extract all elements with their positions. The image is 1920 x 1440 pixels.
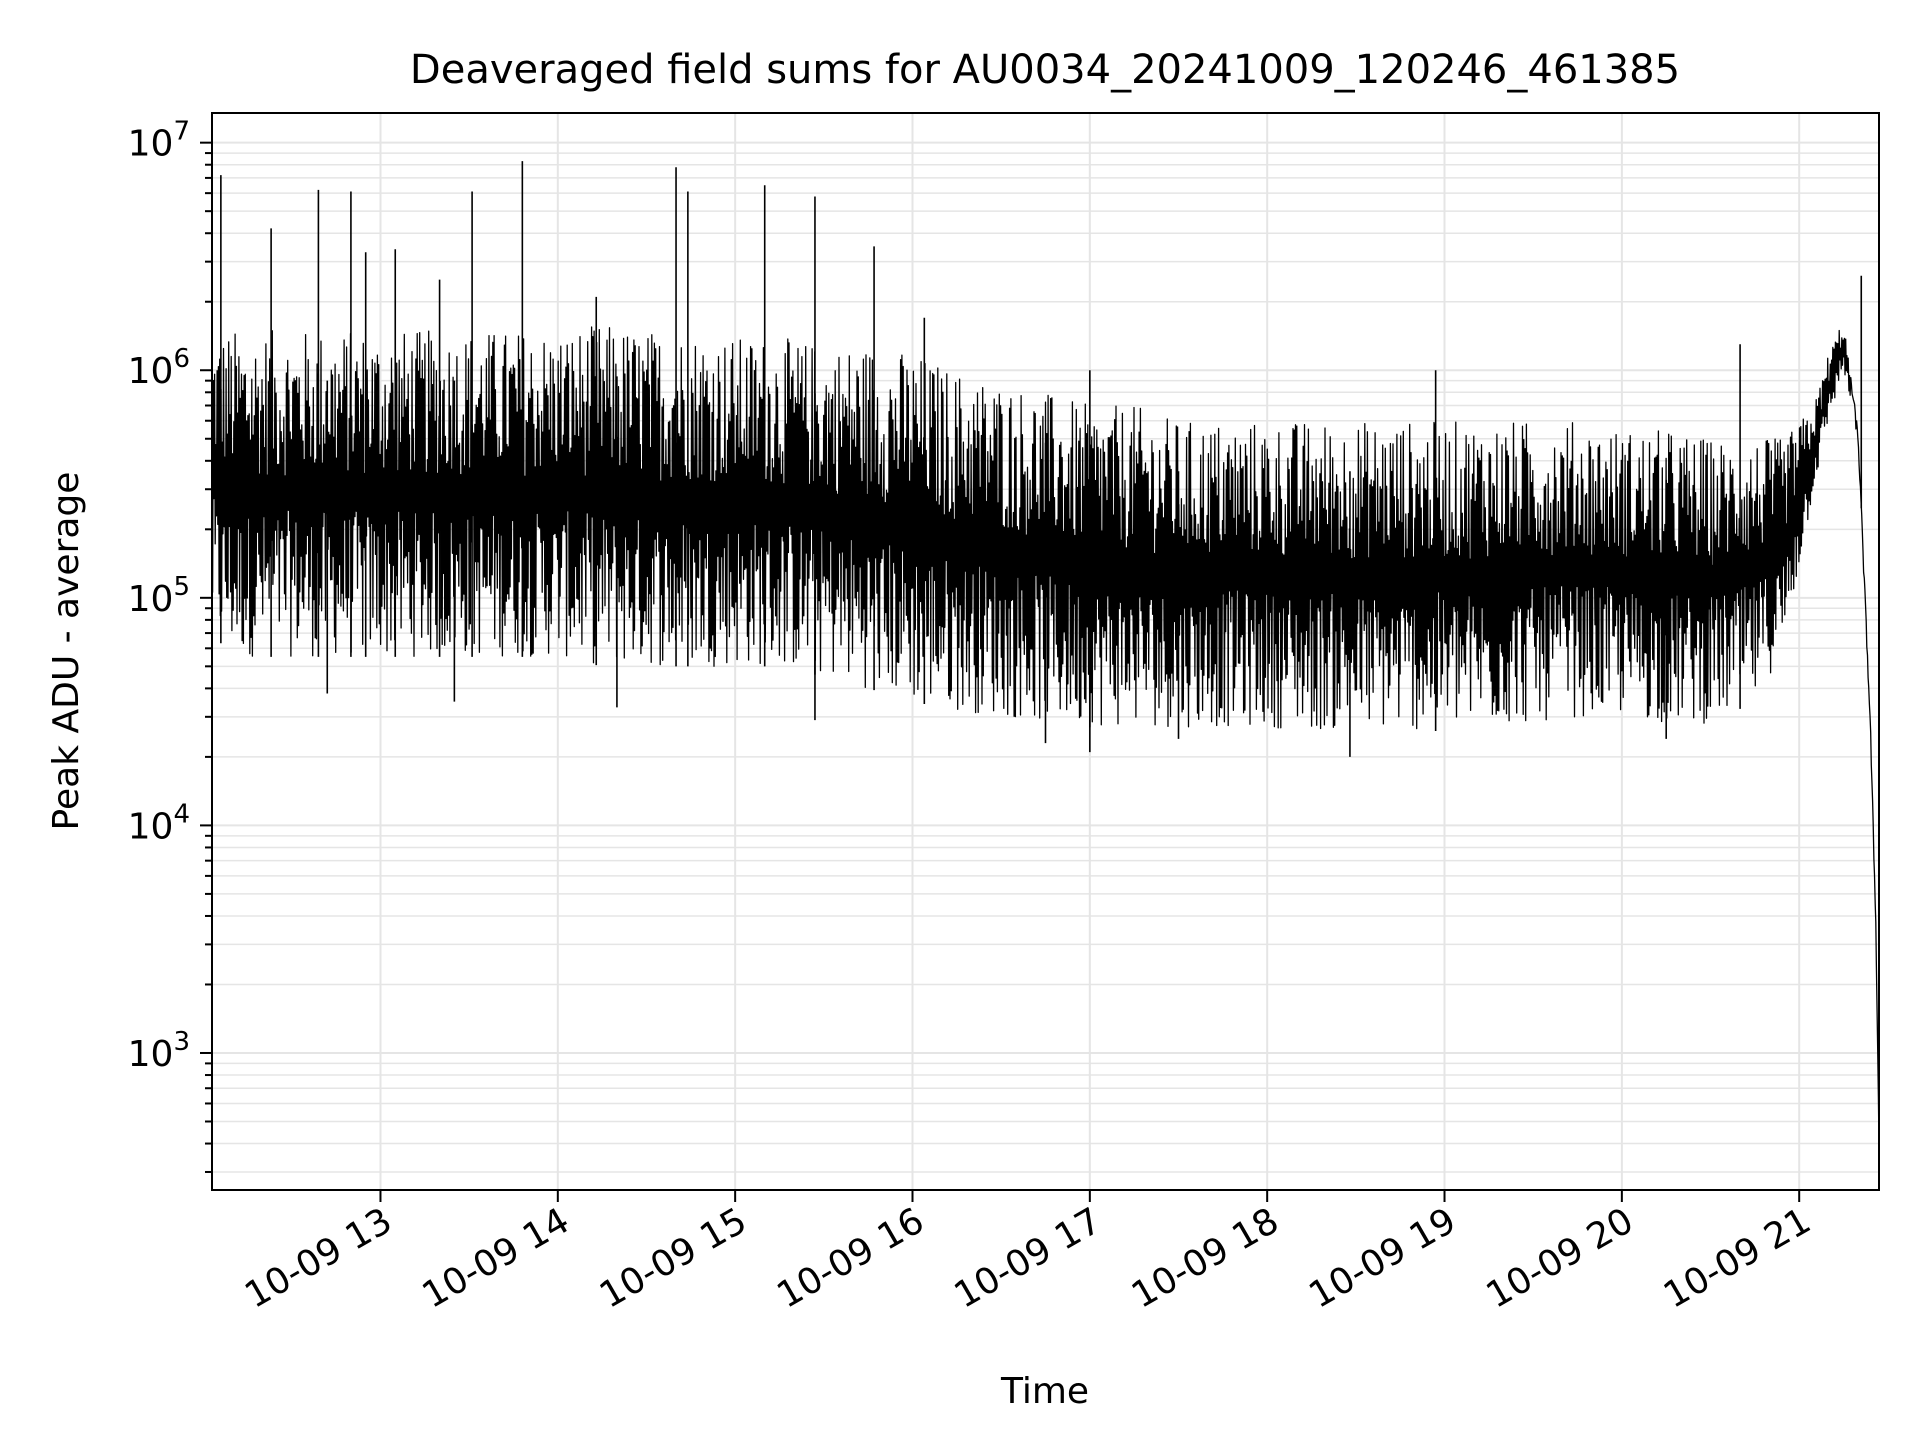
y-tick-base: 10 [128, 124, 174, 165]
x-axis-label: Time [1000, 1371, 1089, 1412]
y-tick-exponent: 6 [173, 344, 190, 374]
series-line [211, 326, 1880, 1149]
y-axis-label: Peak ADU - average [46, 472, 87, 831]
y-tick-label: 107 [128, 117, 190, 165]
y-tick-base: 10 [128, 351, 174, 392]
y-tick-exponent: 7 [173, 117, 190, 147]
y-tick-label: 104 [128, 799, 190, 847]
y-tick-base: 10 [128, 806, 174, 847]
y-tick-label: 106 [128, 344, 190, 392]
chart-title: Deaveraged field sums for AU0034_2024100… [410, 47, 1680, 93]
y-tick-label: 105 [128, 572, 190, 620]
y-tick-exponent: 3 [173, 1027, 190, 1057]
plot-frame [211, 112, 1880, 1191]
data-series [211, 161, 1880, 1149]
y-tick-exponent: 4 [173, 799, 190, 829]
y-tick-base: 10 [128, 579, 174, 620]
y-tick-base: 10 [128, 1034, 174, 1075]
y-tick-exponent: 5 [173, 572, 190, 602]
y-tick-label: 103 [128, 1027, 190, 1075]
